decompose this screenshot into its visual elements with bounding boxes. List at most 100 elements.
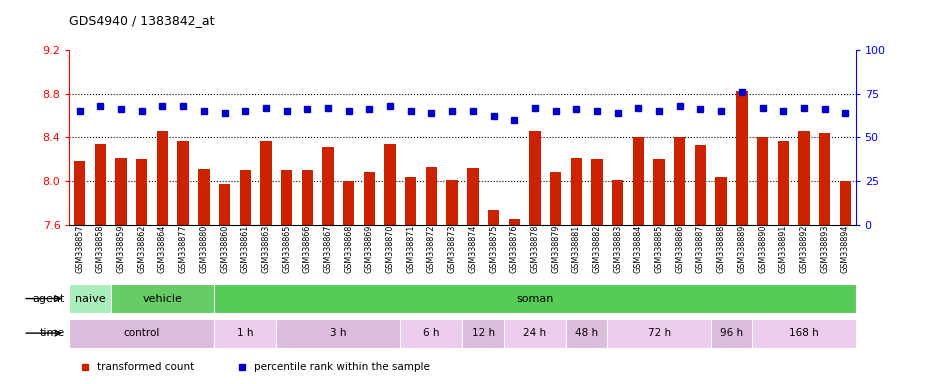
Bar (111, 284, 215, 313)
Bar (509, 219, 520, 384)
Text: vehicle: vehicle (142, 293, 182, 304)
Text: GSM338875: GSM338875 (489, 225, 498, 273)
Bar (819, 133, 831, 384)
Text: transformed count: transformed count (97, 362, 194, 372)
Bar (591, 159, 603, 384)
Bar (710, 319, 752, 348)
Text: GSM338893: GSM338893 (820, 225, 829, 273)
Bar (426, 167, 438, 384)
Text: GSM338877: GSM338877 (179, 225, 188, 273)
Bar (215, 319, 277, 348)
Bar (260, 141, 272, 384)
Bar (529, 131, 540, 384)
Text: GSM338885: GSM338885 (655, 225, 663, 273)
Text: GSM338890: GSM338890 (758, 225, 767, 273)
Bar (136, 159, 147, 384)
Bar (198, 169, 210, 384)
Text: 12 h: 12 h (472, 328, 495, 338)
Bar (674, 137, 685, 384)
Text: agent: agent (32, 293, 65, 304)
Text: GSM338874: GSM338874 (468, 225, 477, 273)
Bar (277, 319, 401, 348)
Bar (405, 177, 416, 384)
Text: GSM338887: GSM338887 (696, 225, 705, 273)
Bar (343, 181, 354, 384)
Bar (467, 168, 478, 384)
Bar (74, 161, 85, 384)
Text: control: control (124, 328, 160, 338)
Bar (653, 159, 665, 384)
Bar (219, 184, 230, 384)
Bar (757, 137, 768, 384)
Bar (715, 177, 727, 384)
Text: 48 h: 48 h (575, 328, 598, 338)
Text: GSM338866: GSM338866 (302, 225, 312, 273)
Bar (840, 181, 851, 384)
Text: GSM338884: GSM338884 (634, 225, 643, 273)
Bar (752, 319, 856, 348)
Text: GSM338857: GSM338857 (75, 225, 84, 273)
Text: GSM338876: GSM338876 (510, 225, 519, 273)
Bar (157, 131, 168, 384)
Bar (487, 210, 500, 384)
Bar (178, 141, 189, 384)
Text: 24 h: 24 h (524, 328, 547, 338)
Text: GSM338894: GSM338894 (841, 225, 850, 273)
Bar (608, 319, 710, 348)
Bar (633, 137, 644, 384)
Text: GSM338872: GSM338872 (427, 225, 436, 273)
Bar (69, 284, 111, 313)
Text: 72 h: 72 h (648, 328, 671, 338)
Bar (322, 147, 334, 384)
Text: GSM338867: GSM338867 (324, 225, 332, 273)
Bar (695, 145, 706, 384)
Text: 6 h: 6 h (424, 328, 439, 338)
Bar (281, 170, 292, 384)
Text: 96 h: 96 h (720, 328, 743, 338)
Text: GSM338860: GSM338860 (220, 225, 229, 273)
Text: GSM338878: GSM338878 (530, 225, 539, 273)
Text: naive: naive (75, 293, 105, 304)
Bar (571, 158, 582, 384)
Text: GSM338873: GSM338873 (448, 225, 457, 273)
Bar (401, 319, 462, 348)
Text: percentile rank within the sample: percentile rank within the sample (254, 362, 430, 372)
Bar (462, 319, 504, 348)
Text: GSM338880: GSM338880 (200, 225, 208, 273)
Text: time: time (40, 328, 65, 338)
Text: GSM338861: GSM338861 (240, 225, 250, 273)
Text: GSM338869: GSM338869 (364, 225, 374, 273)
Bar (364, 172, 375, 384)
Bar (550, 172, 561, 384)
Text: GSM338859: GSM338859 (117, 225, 126, 273)
Bar (215, 284, 856, 313)
Text: GSM338891: GSM338891 (779, 225, 788, 273)
Bar (612, 180, 623, 384)
Text: GSM338862: GSM338862 (137, 225, 146, 273)
Text: GSM338881: GSM338881 (572, 225, 581, 273)
Text: GSM338889: GSM338889 (737, 225, 746, 273)
Bar (736, 91, 747, 384)
Text: 1 h: 1 h (237, 328, 253, 338)
Text: GSM338870: GSM338870 (386, 225, 395, 273)
Text: GSM338892: GSM338892 (799, 225, 808, 273)
Text: GSM338882: GSM338882 (593, 225, 601, 273)
Text: GSM338868: GSM338868 (344, 225, 353, 273)
Bar (447, 180, 458, 384)
Text: GSM338888: GSM338888 (717, 225, 725, 273)
Bar (778, 141, 789, 384)
Text: 168 h: 168 h (789, 328, 819, 338)
Bar (69, 319, 215, 348)
Text: GSM338883: GSM338883 (613, 225, 623, 273)
Text: GSM338886: GSM338886 (675, 225, 684, 273)
Text: GSM338879: GSM338879 (551, 225, 561, 273)
Bar (302, 170, 313, 384)
Text: soman: soman (516, 293, 553, 304)
Text: GSM338864: GSM338864 (158, 225, 167, 273)
Bar (504, 319, 566, 348)
Bar (94, 144, 106, 384)
Text: GSM338863: GSM338863 (262, 225, 270, 273)
Text: GSM338871: GSM338871 (406, 225, 415, 273)
Text: GSM338865: GSM338865 (282, 225, 291, 273)
Text: 3 h: 3 h (330, 328, 347, 338)
